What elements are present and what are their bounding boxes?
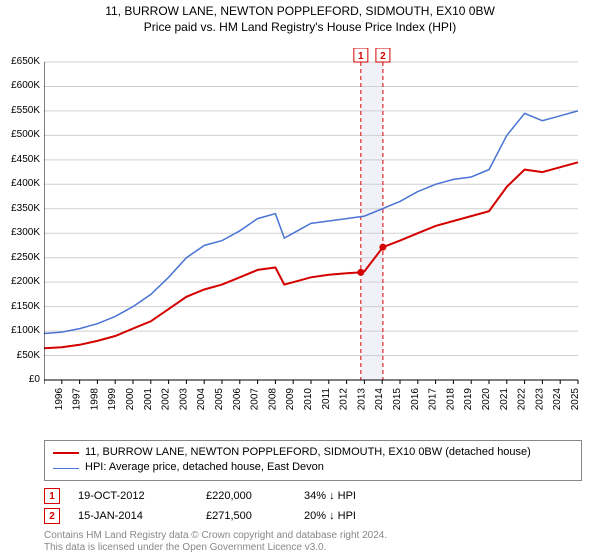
ytick-label: £50K xyxy=(0,350,40,361)
chart-container: 11, BURROW LANE, NEWTON POPPLEFORD, SIDM… xyxy=(0,0,600,560)
sale-pct: 20% ↓ HPI xyxy=(304,510,404,522)
ytick-label: £250K xyxy=(0,252,40,263)
ytick-label: £500K xyxy=(0,129,40,140)
ytick-label: £400K xyxy=(0,178,40,189)
footer-line2: This data is licensed under the Open Gov… xyxy=(44,542,387,554)
sale-row: 1 19-OCT-2012 £220,000 34% ↓ HPI xyxy=(44,488,404,504)
sale-date: 19-OCT-2012 xyxy=(78,490,188,502)
sale-row: 2 15-JAN-2014 £271,500 20% ↓ HPI xyxy=(44,508,404,524)
svg-text:2001: 2001 xyxy=(143,388,154,411)
svg-text:2021: 2021 xyxy=(499,388,510,411)
legend-row: HPI: Average price, detached house, East… xyxy=(53,460,573,475)
title-line1: 11, BURROW LANE, NEWTON POPPLEFORD, SIDM… xyxy=(0,4,600,20)
legend-label: 11, BURROW LANE, NEWTON POPPLEFORD, SIDM… xyxy=(85,445,531,460)
svg-text:2015: 2015 xyxy=(392,388,403,411)
footer: Contains HM Land Registry data © Crown c… xyxy=(44,530,387,554)
svg-text:2008: 2008 xyxy=(267,388,278,411)
legend: 11, BURROW LANE, NEWTON POPPLEFORD, SIDM… xyxy=(44,440,582,481)
title-block: 11, BURROW LANE, NEWTON POPPLEFORD, SIDM… xyxy=(0,0,600,35)
svg-text:2005: 2005 xyxy=(214,388,225,411)
svg-text:2012: 2012 xyxy=(339,388,350,411)
legend-swatch xyxy=(53,452,79,454)
svg-text:2018: 2018 xyxy=(445,388,456,411)
svg-text:2002: 2002 xyxy=(161,388,172,411)
svg-text:2025: 2025 xyxy=(570,388,581,411)
svg-text:2010: 2010 xyxy=(303,388,314,411)
ytick-label: £650K xyxy=(0,56,40,67)
sale-date: 15-JAN-2014 xyxy=(78,510,188,522)
svg-text:2: 2 xyxy=(380,51,386,62)
svg-text:2000: 2000 xyxy=(125,388,136,411)
ytick-label: £200K xyxy=(0,276,40,287)
svg-text:2020: 2020 xyxy=(481,388,492,411)
ytick-label: £150K xyxy=(0,301,40,312)
svg-text:2019: 2019 xyxy=(463,388,474,411)
ytick-label: £350K xyxy=(0,203,40,214)
svg-text:2011: 2011 xyxy=(321,388,332,410)
ytick-label: £550K xyxy=(0,105,40,116)
ytick-label: £100K xyxy=(0,325,40,336)
svg-text:1999: 1999 xyxy=(107,388,118,411)
sale-price: £220,000 xyxy=(206,490,286,502)
svg-text:1998: 1998 xyxy=(89,388,100,411)
title-line2: Price paid vs. HM Land Registry's House … xyxy=(0,20,600,36)
ytick-label: £600K xyxy=(0,80,40,91)
svg-text:1996: 1996 xyxy=(54,388,65,411)
svg-text:1: 1 xyxy=(358,51,364,62)
svg-text:2024: 2024 xyxy=(552,388,563,411)
svg-text:2014: 2014 xyxy=(374,388,385,411)
line-chart: 1995 1996 1997 1998 1999 2000 2001 2002 2003 2004… xyxy=(44,48,584,412)
sale-rows: 1 19-OCT-2012 £220,000 34% ↓ HPI 2 15-JAN-201… xyxy=(44,484,404,524)
legend-label: HPI: Average price, detached house, East… xyxy=(85,460,324,475)
svg-text:1995: 1995 xyxy=(44,388,47,411)
legend-swatch xyxy=(53,468,79,469)
footer-line1: Contains HM Land Registry data © Crown c… xyxy=(44,530,387,542)
sale-marker-box: 1 xyxy=(44,488,60,504)
svg-text:2017: 2017 xyxy=(428,388,439,411)
svg-text:2009: 2009 xyxy=(285,388,296,411)
ytick-label: £450K xyxy=(0,154,40,165)
legend-row: 11, BURROW LANE, NEWTON POPPLEFORD, SIDM… xyxy=(53,445,573,460)
svg-text:2004: 2004 xyxy=(196,388,207,411)
ytick-label: £300K xyxy=(0,227,40,238)
svg-text:2013: 2013 xyxy=(356,388,367,411)
svg-text:2006: 2006 xyxy=(232,388,243,411)
sale-price: £271,500 xyxy=(206,510,286,522)
ytick-label: £0 xyxy=(0,374,40,385)
svg-text:2003: 2003 xyxy=(178,388,189,411)
svg-text:2023: 2023 xyxy=(534,388,545,411)
svg-text:2022: 2022 xyxy=(517,388,528,411)
sale-marker-box: 2 xyxy=(44,508,60,524)
svg-text:2007: 2007 xyxy=(250,388,261,411)
svg-text:2016: 2016 xyxy=(410,388,421,411)
sale-pct: 34% ↓ HPI xyxy=(304,490,404,502)
svg-text:1997: 1997 xyxy=(72,388,83,411)
